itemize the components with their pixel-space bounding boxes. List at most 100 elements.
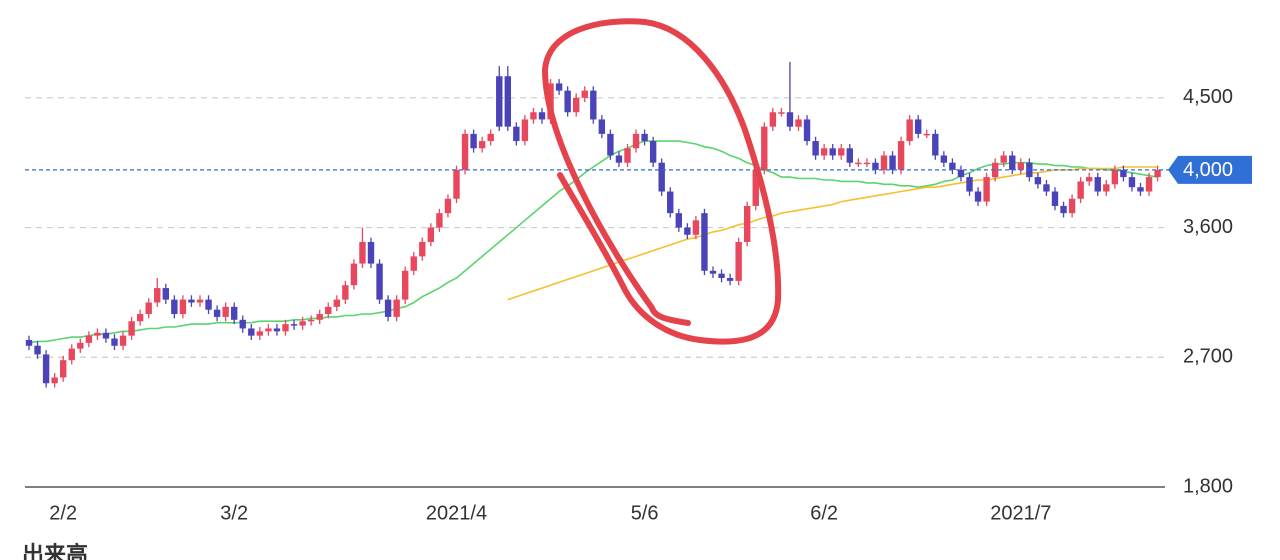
candle-body [154, 288, 161, 303]
candle-body [256, 331, 264, 336]
candle-body [786, 112, 794, 127]
candle-body [932, 133, 939, 156]
x-tick-label: 6/2 [810, 502, 838, 524]
candle-body [444, 198, 452, 214]
candle-body [359, 241, 366, 264]
candle-body [410, 256, 417, 271]
candle-body [684, 227, 691, 235]
candle-body [538, 112, 546, 120]
candle-body [496, 76, 503, 127]
candle-body [735, 241, 742, 281]
candle-body [744, 205, 751, 242]
candle-body [34, 345, 41, 355]
candle-body [923, 133, 930, 136]
candle-body [1043, 184, 1050, 192]
x-tick-label: 5/6 [631, 502, 659, 524]
candle-body [179, 299, 187, 315]
candle-body [812, 141, 819, 156]
candle-body [513, 126, 520, 142]
candle-body [325, 306, 332, 315]
y-tick-label: 2,700 [1183, 346, 1233, 368]
grid: 1,800 2,700 3,600 4,500 2/2 3/2 2021/4 5/6 6/2 20… [25, 86, 1233, 524]
y-tick-label: 1,800 [1183, 475, 1233, 497]
candle-body [25, 339, 33, 346]
candle-body [453, 169, 460, 199]
candle-body [795, 119, 802, 127]
candle-body [1154, 169, 1161, 178]
candle-body [726, 278, 734, 281]
candle-body [342, 285, 349, 300]
candle-body [231, 306, 238, 320]
candle-body [145, 302, 152, 315]
candle-body [504, 76, 511, 127]
candle-body [171, 299, 178, 315]
candle-body [966, 177, 973, 192]
candle-body [607, 133, 614, 156]
candle-body [906, 119, 913, 142]
candle-body [624, 148, 631, 163]
candle-body [102, 332, 110, 339]
last-price-badge [1168, 155, 1252, 184]
candle-body [530, 112, 537, 120]
candle-body [590, 90, 597, 120]
annotation-circle [541, 18, 782, 345]
candle-body [829, 148, 836, 156]
candle-body [111, 338, 118, 346]
candle-body [1051, 191, 1059, 206]
candle-body [265, 328, 272, 332]
candle-body [632, 133, 640, 149]
candle-body [307, 319, 315, 322]
last-price-label: 4,000 [1183, 159, 1233, 181]
candle-body [778, 112, 785, 114]
candle-body [384, 299, 392, 317]
candle-body [478, 141, 486, 149]
candle-body [940, 155, 948, 163]
candle-body [367, 241, 375, 264]
y-tick-label: 3,600 [1183, 216, 1233, 238]
candle-body [350, 263, 358, 286]
candle-body [1137, 187, 1144, 192]
candle-body [581, 90, 588, 98]
candle-body [1017, 162, 1024, 170]
volume-label: 出来高 [22, 542, 88, 560]
candle-body [461, 133, 469, 170]
candle-body [521, 119, 529, 142]
candle-body [1077, 181, 1084, 199]
candle-body [889, 155, 896, 170]
candle-body [1120, 169, 1127, 178]
candle-body [393, 299, 400, 317]
candle-body [667, 191, 674, 214]
candle-body [1128, 177, 1136, 188]
candle-body [205, 299, 212, 310]
candle-body [188, 299, 195, 303]
candle-body [239, 319, 246, 329]
candle-body [701, 213, 708, 271]
candle-body [1068, 198, 1076, 214]
candle-body [1000, 155, 1007, 163]
candle-body [855, 162, 862, 165]
candle-body [872, 162, 879, 170]
moving-average-line [507, 166, 1158, 301]
candle-body [555, 83, 563, 91]
candle-body [316, 314, 323, 320]
candle-body [1009, 155, 1016, 170]
x-tick-label: 2021/7 [990, 502, 1051, 524]
candle-body [94, 332, 101, 336]
candle-body [60, 360, 67, 378]
candle-body [949, 162, 956, 170]
candle-body [487, 133, 494, 142]
candle-body [752, 169, 759, 206]
candle-body [675, 213, 682, 228]
candle-body [615, 155, 623, 163]
candle-body [1086, 177, 1093, 182]
candle-body [248, 328, 255, 336]
candle-body [658, 162, 665, 192]
candle-body [273, 328, 281, 332]
candle-body [573, 97, 580, 113]
candle-body [402, 270, 409, 300]
candle-body [915, 119, 922, 134]
candle-body [419, 241, 426, 257]
x-tick-label: 2021/4 [426, 502, 487, 524]
candle-body [162, 288, 169, 300]
